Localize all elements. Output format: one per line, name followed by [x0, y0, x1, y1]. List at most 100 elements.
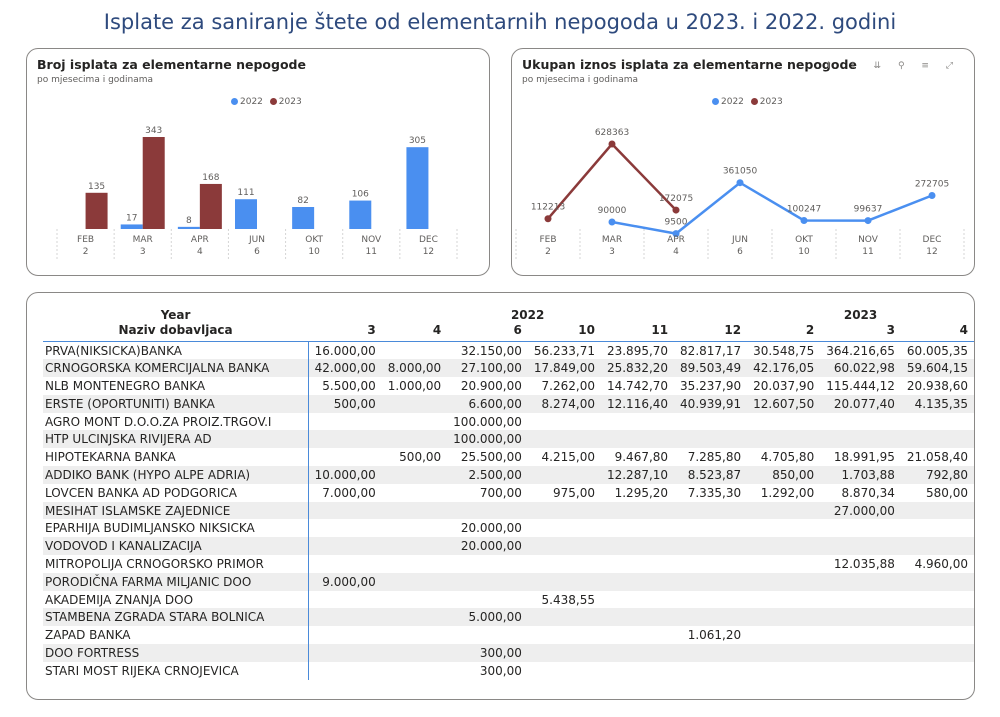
month-header[interactable]: 10 [578, 323, 595, 337]
value-cell [381, 644, 448, 662]
value-cell [674, 430, 748, 449]
value-cell [308, 519, 382, 537]
line-series-2022[interactable] [611, 181, 933, 235]
value-cell [308, 501, 382, 520]
line-point-2022[interactable] [672, 230, 680, 238]
month-header[interactable]: 12 [724, 323, 742, 337]
year-header-row: Year 2022 2023 [43, 305, 974, 323]
value-cell [674, 501, 748, 520]
bar-2023[interactable] [142, 137, 165, 229]
value-cell: 12.287,10 [600, 466, 675, 484]
x-tick-sublabel: 4 [197, 247, 203, 257]
table-body: PRVA(NIKSICKA)BANKA 16.000,00 32.150,00 56.… [43, 341, 974, 680]
legend-dot-2022 [231, 98, 238, 105]
month-header[interactable]: 11 [651, 323, 669, 337]
line-point-2023[interactable] [608, 140, 616, 148]
line-point-2023[interactable] [672, 206, 680, 214]
value-cell [527, 572, 601, 591]
point-data-label: 9500 [665, 218, 688, 228]
value-cell [674, 555, 747, 573]
bar-2022[interactable] [235, 199, 257, 229]
month-header[interactable]: 4 [432, 323, 442, 337]
visual-toolbar-icons[interactable]: ↑ ↓ ⇊ ⚲ ≡ ⤢ [824, 61, 960, 71]
value-cell: 20.037,90 [753, 378, 815, 393]
value-cell [527, 501, 601, 520]
supplier-name-cell: ERSTE (OPORTUNITI) BANKA [43, 394, 309, 413]
table-row[interactable]: AGRO MONT D.O.O.ZA PROIZ.TRGOV.I 100.000,… [43, 412, 974, 431]
month-header[interactable]: 3 [886, 323, 895, 337]
line-point-2022[interactable] [864, 217, 872, 225]
year-2022-header[interactable]: 2022 [510, 308, 545, 322]
table-row[interactable]: HIPOTEKARNA BANKA 500,00 25.500,00 4.215,00… [43, 448, 974, 467]
value-cell: 56.233,71 [527, 341, 601, 360]
value-cell: 14.742,70 [606, 378, 669, 393]
table-row[interactable]: VODOVOD I KANALIZACIJA 20.000,00 [43, 537, 974, 556]
year-2023-header[interactable]: 2023 [843, 308, 878, 322]
supplier-name-cell: ADDIKO BANK (HYPO ALPE ADRIA) [43, 466, 309, 484]
value-cell: 8.274,00 [527, 394, 601, 413]
line-chart-card[interactable]: Ukupan iznos isplata za elementarne nepo… [511, 48, 975, 276]
bar-2023[interactable] [85, 192, 108, 229]
value-cell [381, 537, 448, 556]
bar-2022[interactable] [406, 147, 429, 229]
table-row[interactable]: PRVA(NIKSICKA)BANKA 16.000,00 32.150,00 56.… [43, 341, 974, 360]
month-header-row: Naziv dobavljaca 3 4 6 10 11 12 2 3 4 [43, 323, 974, 342]
bar-2022[interactable] [292, 207, 315, 229]
table-row[interactable]: NLB MONTENEGRO BANKA 5.500,00 1.000,00 20.9… [43, 377, 974, 395]
value-cell [747, 662, 820, 680]
month-header[interactable]: 6 [513, 323, 522, 337]
bar-2022[interactable] [120, 224, 143, 229]
value-cell [447, 572, 528, 591]
bar-2022[interactable] [177, 226, 200, 229]
value-cell: 700,00 [479, 485, 522, 500]
month-header[interactable]: 4 [959, 323, 968, 337]
value-cell [600, 572, 675, 591]
table-row[interactable]: ERSTE (OPORTUNITI) BANKA 500,00 6.600,00 8.… [43, 394, 974, 413]
value-cell [601, 591, 674, 609]
point-data-label: 99637 [854, 205, 883, 215]
column-header-supplier[interactable]: Naziv dobavljaca [118, 323, 233, 337]
table-row[interactable]: LOVCEN BANKA AD PODGORICA 7.000,00 700,00 9… [43, 483, 974, 502]
value-cell [747, 572, 821, 591]
value-cell: 500,00 [308, 394, 382, 413]
table-row[interactable]: MITROPOLIJA CRNOGORSKO PRIMOR 12.035,88 4.… [43, 555, 974, 573]
table-row[interactable]: ADDIKO BANK (HYPO ALPE ADRIA) 10.000,00 2.… [43, 466, 974, 484]
value-cell: 6.600,00 [447, 394, 528, 413]
table-row[interactable]: AKADEMIJA ZNANJA DOO 5.438,55 [43, 590, 974, 609]
table-row[interactable]: CRNOGORSKA KOMERCIJALNA BANKA 42.000,00 8.… [43, 359, 974, 378]
value-cell [381, 572, 448, 591]
month-header[interactable]: 3 [367, 323, 376, 337]
bar-chart-card[interactable]: Broj isplata za elementarne nepogode po … [26, 48, 490, 276]
bar-2023[interactable] [199, 183, 222, 229]
legend-label-2022: 2022 [240, 97, 263, 107]
x-tick-sublabel: 2 [83, 247, 89, 257]
value-cell [674, 572, 748, 591]
bar-2022[interactable] [349, 200, 372, 229]
line-point-2022[interactable] [608, 218, 616, 226]
value-cell: 20.000,00 [460, 521, 522, 536]
line-point-2023[interactable] [544, 215, 552, 223]
table-row[interactable]: STARI MOST RIJEKA CRNOJEVICA 300,00 [43, 661, 974, 680]
value-cell [901, 662, 974, 680]
table-row[interactable]: EPARHIJA BUDIMLJANSKO NIKSICKA 20.000,00 [43, 519, 974, 538]
table-row[interactable]: DOO FORTRESS 300,00 [43, 644, 974, 662]
value-cell: 364.216,65 [820, 341, 901, 360]
line-point-2022[interactable] [736, 179, 744, 187]
value-cell [381, 394, 448, 413]
month-header[interactable]: 2 [805, 323, 815, 337]
table-row[interactable]: PORODIČNA FARMA MILJANIC DOO 9.000,00 [43, 572, 974, 591]
table-row[interactable]: STAMBENA ZGRADA STARA BOLNICA 5.000,00 [43, 608, 974, 627]
table-row[interactable]: ZAPAD BANKA 1.061,20 [43, 626, 974, 645]
line-point-2022[interactable] [928, 192, 936, 200]
value-cell [527, 644, 601, 662]
value-cell [381, 430, 448, 449]
matrix-table-card[interactable]: Year 2022 2023 Naziv dobavljaca 3 4 6 10 11 1… [26, 292, 975, 700]
value-cell: 7.335,30 [687, 485, 742, 500]
legend-dot-2023 [750, 98, 758, 105]
table-row[interactable]: MESIHAT ISLAMSKE ZAJEDNICE 27.000,00 [43, 501, 974, 520]
supplier-name-cell: CRNOGORSKA KOMERCIJALNA BANKA [43, 359, 309, 378]
value-cell: 975,00 [552, 485, 595, 500]
line-point-2022[interactable] [800, 216, 808, 224]
table-row[interactable]: HTP ULCINJSKA RIVIJERA AD 100.000,00 [43, 430, 974, 449]
value-cell [308, 413, 382, 431]
